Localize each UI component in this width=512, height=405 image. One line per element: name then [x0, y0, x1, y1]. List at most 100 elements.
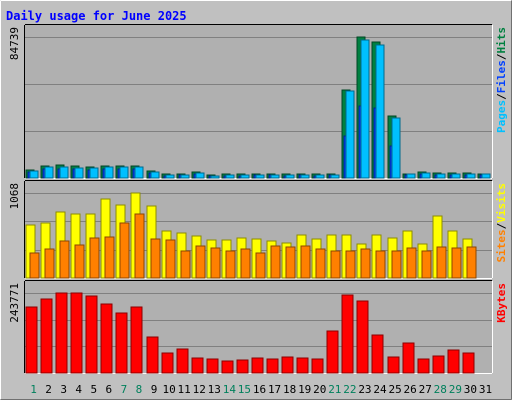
x-tick-day-4: 4 — [75, 383, 82, 396]
x-tick-day-15: 15 — [238, 383, 251, 396]
legend-hits-files-pages: Pages/Files/Hits — [495, 27, 508, 133]
panel-kbytes: 243771 KBytes — [8, 280, 508, 374]
bar-pages-day-31 — [481, 173, 491, 179]
bar-sites-day-4 — [74, 244, 85, 279]
bar-sites-day-23 — [360, 248, 371, 279]
bar-pages-day-29 — [451, 173, 461, 179]
bar-sites-day-15 — [240, 248, 251, 279]
x-tick-day-8: 8 — [136, 383, 143, 396]
bar-pages-day-14 — [225, 174, 235, 179]
bar-kbytes-day-30 — [462, 352, 475, 374]
bar-kbytes-day-8 — [130, 306, 143, 374]
bar-kbytes-day-15 — [236, 359, 249, 374]
bar-pages-day-15 — [240, 174, 250, 179]
x-tick-day-5: 5 — [90, 383, 97, 396]
bar-sites-day-6 — [104, 236, 115, 279]
bar-sites-day-13 — [210, 247, 221, 279]
bar-sites-day-3 — [59, 240, 70, 279]
bar-pages-day-5 — [89, 167, 99, 179]
bar-kbytes-day-22 — [341, 294, 354, 374]
bar-sites-day-9 — [150, 238, 161, 279]
x-tick-day-22: 22 — [343, 383, 356, 396]
bar-kbytes-day-25 — [387, 356, 400, 374]
x-tick-day-26: 26 — [404, 383, 417, 396]
panel-visits-sites: 1068 Sites/Visits — [8, 180, 508, 279]
bar-pages-day-9 — [150, 171, 160, 179]
legend-kbytes: KBytes — [495, 283, 508, 323]
bar-kbytes-day-3 — [55, 292, 68, 374]
bar-pages-day-18 — [285, 174, 295, 179]
x-tick-day-19: 19 — [298, 383, 311, 396]
bar-pages-day-25 — [391, 117, 401, 179]
bar-sites-day-2 — [44, 248, 55, 279]
bar-pages-day-13 — [210, 175, 220, 179]
bar-sites-day-30 — [466, 246, 477, 279]
x-tick-day-25: 25 — [388, 383, 401, 396]
legend-visits-sites: Sites/Visits — [495, 183, 508, 263]
x-axis-day-labels: 1 2 3 4 5 6 7 8 9 10 11 12 13 14 15 16 17 18 19 20 21 22 23 24 2… — [30, 383, 492, 396]
legend-entry-files: Files — [495, 60, 508, 93]
bar-sites-day-20 — [315, 248, 326, 279]
x-tick-day-1: 1 — [30, 383, 37, 396]
x-tick-day-17: 17 — [268, 383, 281, 396]
bar-pages-day-11 — [180, 174, 190, 179]
bar-kbytes-day-16 — [251, 357, 264, 374]
bar-kbytes-day-5 — [85, 295, 98, 374]
bar-sites-day-16 — [255, 252, 266, 279]
bar-sites-day-26 — [406, 247, 417, 279]
bar-kbytes-day-27 — [417, 358, 430, 374]
bar-pages-day-2 — [44, 166, 54, 179]
bar-sites-day-14 — [225, 250, 236, 279]
bar-sites-day-10 — [165, 239, 176, 279]
bar-kbytes-day-4 — [70, 292, 83, 374]
x-tick-day-18: 18 — [283, 383, 296, 396]
legend-entry-visits: Visits — [495, 183, 508, 223]
x-tick-day-2: 2 — [45, 383, 52, 396]
y-max-label-kbytes: 243771 — [8, 283, 21, 323]
y-max-label-hits-files-pages: 84739 — [8, 27, 21, 60]
chart-panels: 84739Pages/Files/Hits1068Sites/Visits243… — [8, 24, 508, 374]
bar-sites-day-7 — [119, 222, 130, 279]
bar-kbytes-day-6 — [100, 303, 113, 374]
x-tick-day-10: 10 — [162, 383, 175, 396]
legend-separator: / — [495, 53, 508, 60]
bar-pages-day-1 — [29, 170, 39, 179]
bar-kbytes-day-7 — [115, 312, 128, 374]
bar-kbytes-day-17 — [266, 358, 279, 374]
x-tick-day-27: 27 — [419, 383, 432, 396]
bar-pages-day-21 — [330, 174, 340, 179]
plot-area-hits-files-pages — [25, 25, 492, 178]
x-tick-day-29: 29 — [449, 383, 462, 396]
x-tick-day-11: 11 — [178, 383, 191, 396]
bar-sites-day-17 — [270, 245, 281, 279]
x-tick-day-3: 3 — [60, 383, 67, 396]
bar-kbytes-day-23 — [356, 300, 369, 374]
bar-kbytes-day-14 — [221, 360, 234, 374]
bar-kbytes-day-13 — [206, 358, 219, 374]
x-tick-day-13: 13 — [208, 383, 221, 396]
bar-sites-day-29 — [451, 247, 462, 279]
legend-separator: / — [495, 93, 508, 100]
bar-pages-day-28 — [436, 173, 446, 179]
x-tick-day-28: 28 — [434, 383, 447, 396]
bar-kbytes-day-24 — [371, 334, 384, 374]
legend-entry-pages: Pages — [495, 100, 508, 133]
bar-pages-day-4 — [74, 167, 84, 179]
bar-sites-day-22 — [345, 250, 356, 279]
bar-kbytes-day-19 — [296, 357, 309, 374]
bar-kbytes-day-29 — [447, 349, 460, 374]
bar-pages-day-24 — [375, 44, 385, 179]
bar-pages-day-6 — [104, 166, 114, 179]
chart-title: Daily usage for June 2025 — [6, 9, 187, 23]
x-tick-day-14: 14 — [223, 383, 237, 396]
x-tick-day-9: 9 — [151, 383, 158, 396]
bar-sites-day-5 — [89, 237, 100, 279]
x-tick-day-12: 12 — [193, 383, 206, 396]
bar-pages-day-3 — [59, 166, 69, 179]
bar-pages-day-8 — [134, 166, 144, 179]
x-tick-day-21: 21 — [328, 383, 341, 396]
bar-sites-day-8 — [134, 213, 145, 279]
bar-kbytes-day-1 — [25, 306, 38, 374]
bar-kbytes-day-11 — [176, 348, 189, 374]
